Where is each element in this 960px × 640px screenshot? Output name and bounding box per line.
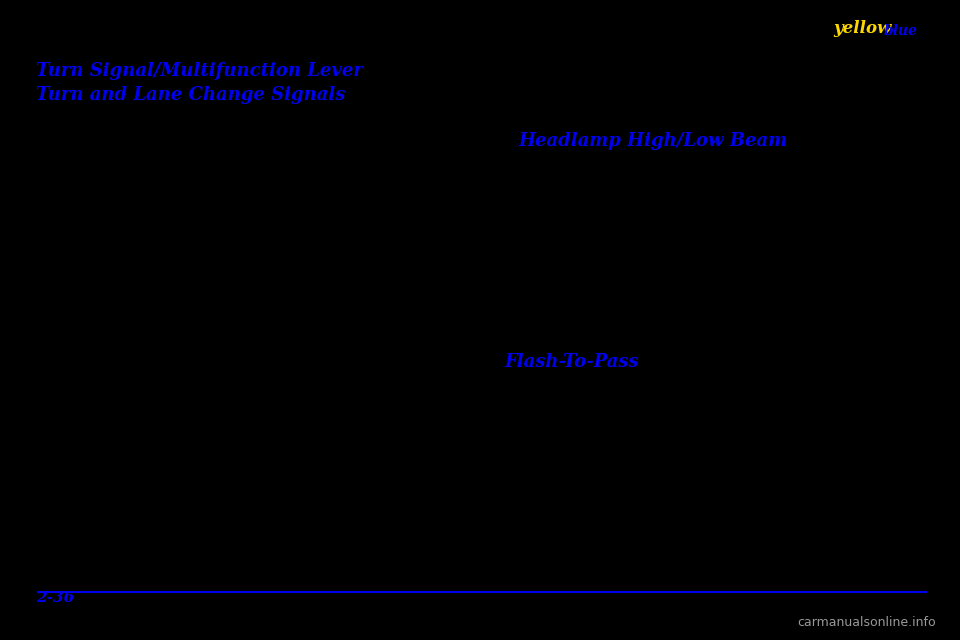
Text: Headlamp High/Low Beam: Headlamp High/Low Beam — [518, 132, 787, 150]
Text: Turn and Lane Change Signals: Turn and Lane Change Signals — [36, 86, 346, 104]
Text: blue: blue — [883, 24, 917, 38]
Text: carmanualsonline.info: carmanualsonline.info — [798, 616, 936, 628]
Text: Turn Signal/Multifunction Lever: Turn Signal/Multifunction Lever — [36, 62, 363, 80]
Text: 2-36: 2-36 — [36, 591, 75, 605]
Text: Flash-To-Pass: Flash-To-Pass — [504, 353, 638, 371]
Text: yellow: yellow — [833, 20, 892, 38]
